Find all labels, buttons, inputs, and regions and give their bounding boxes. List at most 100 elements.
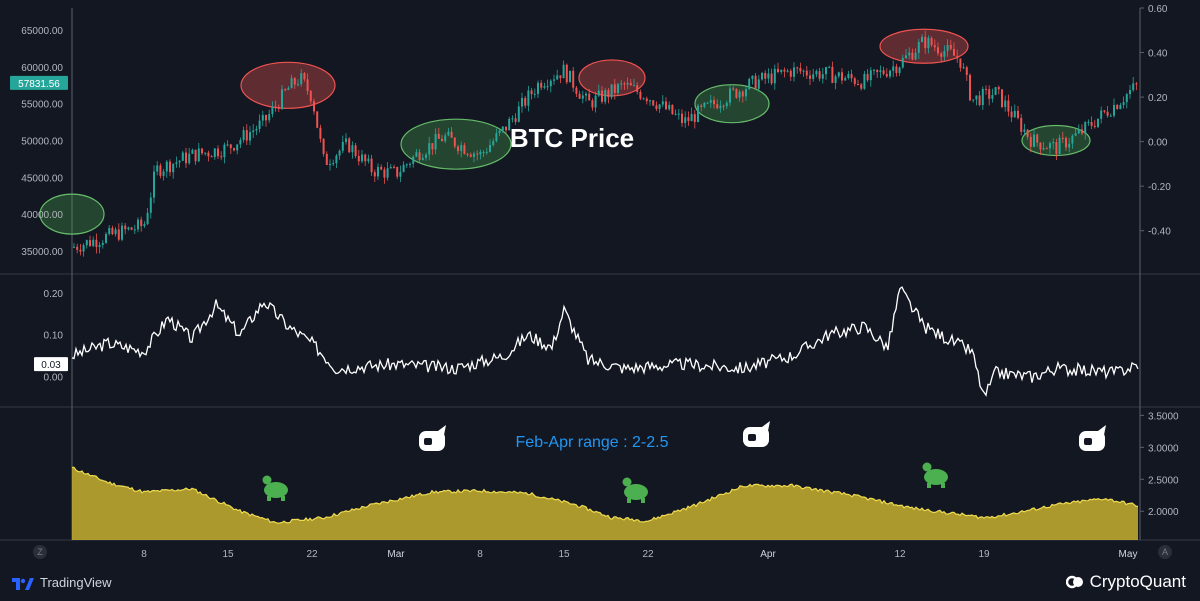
- price-candle-body: [713, 100, 715, 105]
- price-candle-body: [191, 149, 194, 154]
- price-candle-body: [1017, 110, 1019, 118]
- price-candle-body: [143, 224, 146, 227]
- price-candle-body: [338, 150, 341, 156]
- price-axis-tick: 60000.00: [21, 63, 63, 74]
- price-candle-body: [869, 70, 872, 81]
- price-candle-body: [681, 113, 683, 124]
- price-candle-body: [940, 53, 943, 57]
- ratio-markers: [262, 421, 1106, 503]
- price-candle-body: [527, 90, 530, 106]
- price-candle-body: [777, 68, 779, 72]
- whale-icon: [743, 421, 770, 447]
- price-candle-body: [242, 130, 245, 140]
- price-candle-body: [809, 75, 811, 79]
- price-candle-body: [249, 132, 251, 141]
- indicator-label-badge: [34, 357, 68, 372]
- price-candle-body: [210, 156, 213, 158]
- price-candle-body: [1116, 104, 1119, 110]
- price-candle-body: [293, 78, 296, 85]
- price-candle-body: [1129, 90, 1131, 95]
- price-candle-body: [165, 161, 168, 172]
- whale-icon: [1079, 425, 1106, 451]
- price-candle-body: [428, 143, 431, 155]
- ratio-series: [72, 466, 1139, 540]
- ratio-axis-tick: 2.5000: [1148, 475, 1179, 486]
- tradingview-label: TradingView: [40, 575, 112, 590]
- price-candle-body: [908, 52, 911, 56]
- price-candle-body: [508, 118, 511, 131]
- price-candle-body: [818, 71, 821, 79]
- whale-icon: [419, 425, 446, 451]
- price-candle-body: [700, 105, 703, 107]
- price-candle-body: [789, 70, 792, 77]
- price-candle-body: [517, 106, 520, 122]
- x-tick-label: 22: [306, 549, 318, 560]
- price-candle-body: [303, 73, 306, 80]
- price-candle-body: [457, 146, 459, 152]
- price-candle-body: [281, 89, 283, 109]
- cryptoquant-logo[interactable]: CryptoQuant: [1065, 572, 1186, 592]
- price-candle-body: [133, 229, 136, 231]
- price-candle-body: [607, 90, 610, 98]
- whale-tail: [762, 421, 770, 431]
- price-candle-body: [309, 90, 312, 102]
- price-candle-body: [911, 52, 914, 60]
- price-candle-body: [501, 126, 504, 131]
- price-candle-body: [572, 70, 575, 88]
- price-candle-body: [252, 130, 255, 133]
- price-candle-body: [873, 69, 875, 71]
- price-axis-tick: 50000.00: [21, 137, 63, 148]
- price-candle-body: [220, 156, 223, 158]
- price-candle-body: [114, 229, 117, 235]
- whale-eye: [748, 434, 756, 441]
- price-candle-body: [853, 78, 856, 85]
- price-candle-body: [716, 104, 719, 109]
- price-candle-body: [594, 95, 597, 108]
- price-candle-body: [773, 68, 776, 84]
- ratio-area-fill: [72, 467, 1138, 540]
- price-candle-body: [341, 141, 344, 151]
- price-label-badge: [10, 75, 68, 90]
- price-candle-body: [962, 67, 965, 69]
- price-candle-body: [553, 79, 555, 81]
- price-candle-body: [706, 102, 709, 104]
- price-candle-body: [889, 70, 891, 77]
- x-tick-label: 15: [558, 549, 570, 560]
- price-candle-body: [661, 101, 664, 105]
- price-candle-body: [377, 166, 379, 177]
- tradingview-logo[interactable]: TradingView: [12, 575, 112, 590]
- price-candle-body: [588, 93, 591, 101]
- price-candle-body: [402, 164, 405, 173]
- price-candle-body: [1068, 143, 1071, 148]
- right-axis-tick: 0.20: [1148, 93, 1168, 104]
- price-candle-body: [639, 91, 642, 99]
- price-candle-body: [882, 70, 885, 75]
- price-candle-body: [927, 37, 930, 49]
- price-candle-body: [687, 117, 690, 122]
- ratio-axis-tick: 3.5000: [1148, 411, 1179, 422]
- price-candle-body: [89, 240, 91, 247]
- price-candle-body: [895, 66, 898, 74]
- left-corner-button[interactable]: Z: [33, 545, 47, 559]
- price-candle-body: [978, 95, 981, 106]
- price-candle-body: [981, 88, 984, 106]
- price-candle-body: [322, 138, 325, 154]
- price-candle-body: [325, 153, 328, 165]
- price-candle-body: [841, 72, 843, 81]
- price-candle-body: [431, 143, 434, 150]
- price-candle-body: [834, 76, 837, 84]
- price-candle-body: [725, 102, 728, 107]
- price-candle-body: [287, 88, 290, 90]
- price-candle-body: [879, 70, 882, 73]
- right-corner-button[interactable]: A: [1158, 545, 1172, 559]
- price-candle-body: [425, 154, 427, 158]
- price-candle-body: [111, 227, 114, 235]
- price-candle-body: [1039, 142, 1042, 150]
- price-candle-body: [793, 67, 795, 77]
- price-candle-body: [617, 84, 619, 93]
- price-candle-body: [233, 148, 235, 151]
- price-candle-body: [329, 164, 331, 166]
- price-candle-body: [629, 82, 632, 86]
- price-axis-tick: 40000.00: [21, 210, 63, 221]
- price-candle-body: [620, 83, 623, 85]
